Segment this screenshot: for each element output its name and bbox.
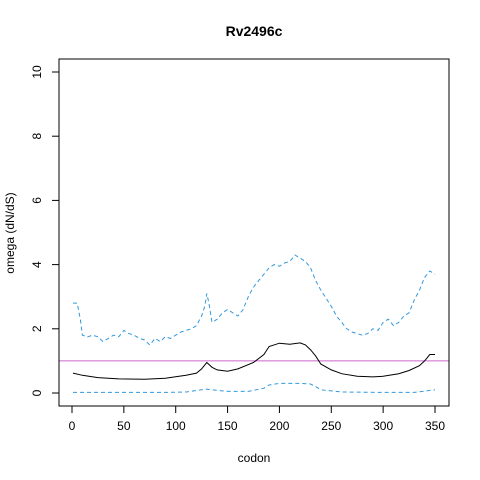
x-tick-label: 350 <box>425 419 445 433</box>
y-tick-label: 0 <box>30 389 44 396</box>
y-tick-label: 8 <box>30 133 44 140</box>
y-tick-label: 2 <box>30 325 44 332</box>
x-axis-label: codon <box>238 451 271 465</box>
x-tick-label: 250 <box>321 419 341 433</box>
x-tick-label: 0 <box>69 419 76 433</box>
x-tick-label: 200 <box>269 419 289 433</box>
y-axis-label: omega (dN/dS) <box>3 192 17 273</box>
x-tick-label: 150 <box>218 419 238 433</box>
chart-title: Rv2496c <box>226 23 283 39</box>
x-tick-label: 300 <box>373 419 393 433</box>
y-tick-label: 6 <box>30 197 44 204</box>
series-line-1 <box>72 342 435 380</box>
y-tick-label: 4 <box>30 261 44 268</box>
x-tick-label: 100 <box>166 419 186 433</box>
series-line-2 <box>73 254 436 346</box>
x-tick-label: 50 <box>117 419 131 433</box>
plot-area <box>59 254 449 393</box>
y-tick-label: 10 <box>30 65 44 79</box>
